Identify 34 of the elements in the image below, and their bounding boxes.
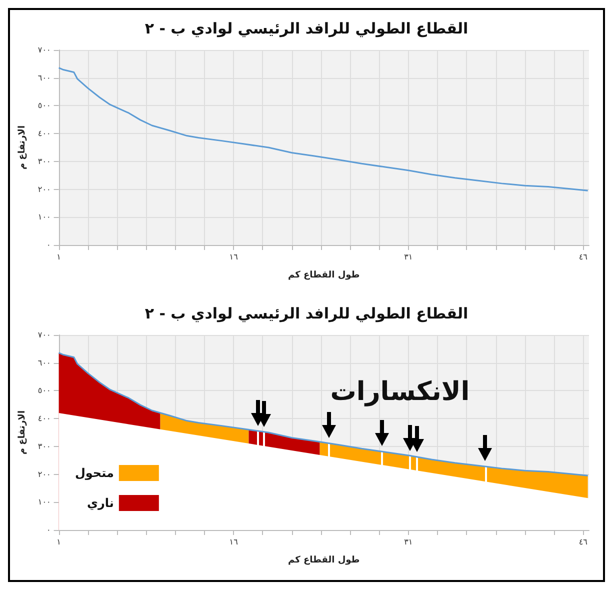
- chart-title: القطاع الطولي للرافد الرئيسي لوادي ب - ٢: [144, 20, 468, 38]
- x-tick-label: ٤٦: [578, 252, 588, 262]
- y-tick-label: ٤٠٠: [38, 414, 51, 424]
- y-tick-label: ١٠٠: [38, 212, 51, 222]
- line-series: [58, 67, 589, 192]
- legend-label: متحول: [74, 466, 114, 480]
- y-tick-label: ٦٠٠: [38, 358, 51, 368]
- y-tick-label: ٠: [46, 240, 51, 250]
- x-tick-label: ٣١: [404, 538, 413, 546]
- x-tick-label: ١: [56, 538, 61, 546]
- y-tick-label: ٦٠٠: [38, 73, 51, 82]
- x-axis-title: طول القطاع كم: [288, 556, 360, 566]
- chart-title: القطاع الطولي للرافد الرئيسي لوادي ب - ٢: [144, 304, 468, 322]
- y-tick-label: ٣٠٠: [38, 442, 51, 451]
- annotation: الانكسارات: [330, 377, 470, 407]
- x-tick-label: ١٦: [229, 538, 238, 546]
- y-tick-label: ٧٠٠: [38, 330, 51, 340]
- y-tick-label: ٧٠٠: [38, 46, 51, 54]
- y-tick-label: ٢٠٠: [38, 184, 51, 194]
- y-tick-label: ٣٠٠: [38, 156, 51, 166]
- y-axis-title: الارتفاع م: [18, 410, 28, 455]
- x-tick-label: ١: [56, 252, 61, 262]
- y-tick-label: ٠: [46, 526, 51, 534]
- x-tick-label: ١٦: [229, 252, 238, 262]
- y-axis-title: الارتفاع م: [18, 125, 28, 170]
- y-tick-label: ٥٠٠: [38, 386, 51, 396]
- y-tick-label: ٢٠٠: [38, 470, 51, 479]
- y-tick-label: ٥٠٠: [38, 101, 51, 110]
- x-tick-label: ٤٦: [578, 538, 588, 546]
- x-tick-label: ٣١: [404, 252, 413, 262]
- x-axis-title: طول القطاع كم: [288, 270, 360, 280]
- y-tick-label: ٤٠٠: [38, 129, 51, 138]
- y-tick-label: ١٠٠: [38, 498, 51, 507]
- series-label: ناري: [86, 496, 114, 510]
